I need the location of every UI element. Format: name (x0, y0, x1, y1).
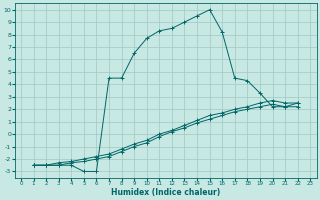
X-axis label: Humidex (Indice chaleur): Humidex (Indice chaleur) (111, 188, 220, 197)
